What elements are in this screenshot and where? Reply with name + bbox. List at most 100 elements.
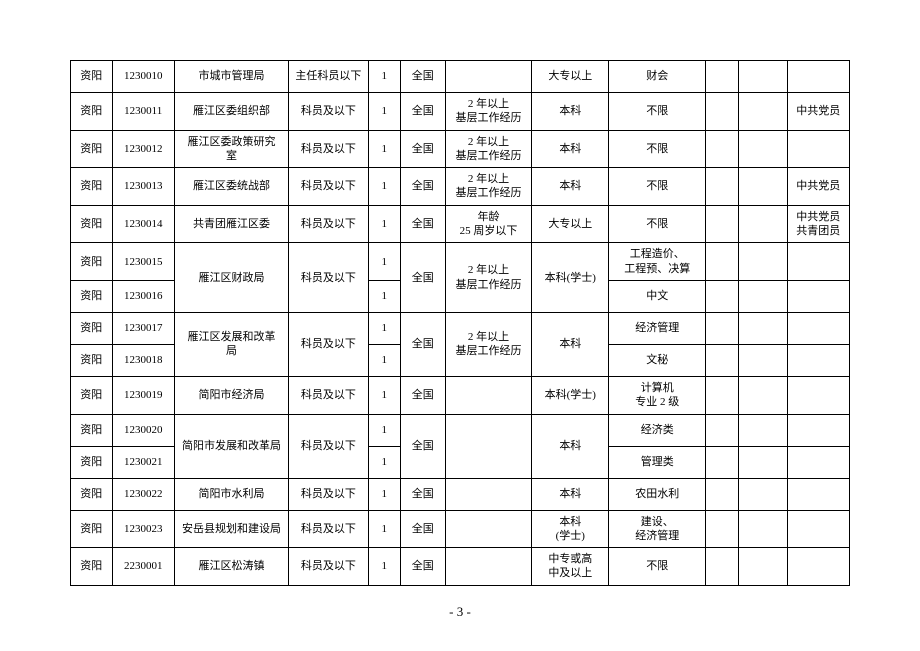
table-cell [706, 478, 739, 510]
table-cell [739, 446, 787, 478]
table-cell: 资阳 [71, 61, 113, 93]
table-cell [739, 168, 787, 206]
table-cell: 科员及以下 [289, 205, 369, 243]
table-cell [706, 130, 739, 168]
table-row: 资阳1230012雁江区委政策研究室科员及以下1全国2 年以上基层工作经历本科不… [71, 130, 850, 168]
table-cell: 工程造价、工程预、决算 [609, 243, 706, 281]
table-cell [706, 344, 739, 376]
table-cell: 科员及以下 [289, 548, 369, 586]
table-cell: 科员及以下 [289, 243, 369, 313]
table-cell [739, 376, 787, 414]
table-cell [706, 205, 739, 243]
table-cell: 科员及以下 [289, 168, 369, 206]
table-cell [787, 130, 849, 168]
table-cell [739, 312, 787, 344]
table-cell: 本科 [532, 478, 609, 510]
table-cell: 全国 [400, 376, 445, 414]
table-cell: 资阳 [71, 280, 113, 312]
table-cell: 1230023 [112, 510, 174, 548]
table-cell [787, 243, 849, 281]
table-cell: 全国 [400, 312, 445, 376]
table-cell: 本科(学士) [532, 510, 609, 548]
table-cell: 1 [368, 168, 400, 206]
table-cell: 简阳市水利局 [174, 478, 288, 510]
table-cell: 资阳 [71, 376, 113, 414]
table-cell: 1230016 [112, 280, 174, 312]
table-cell: 雁江区财政局 [174, 243, 288, 313]
table-cell: 1 [368, 93, 400, 131]
table-cell [787, 414, 849, 446]
table-cell: 全国 [400, 168, 445, 206]
table-cell: 科员及以下 [289, 376, 369, 414]
table-cell: 科员及以下 [289, 130, 369, 168]
table-cell: 资阳 [71, 478, 113, 510]
table-cell: 本科(学士) [532, 243, 609, 313]
table-cell: 资阳 [71, 510, 113, 548]
table-cell: 中共党员 [787, 93, 849, 131]
table-cell: 1 [368, 61, 400, 93]
table-cell: 2 年以上基层工作经历 [445, 168, 532, 206]
table-cell: 简阳市经济局 [174, 376, 288, 414]
table-row: 资阳1230010市城市管理局主任科员以下1全国大专以上财会 [71, 61, 850, 93]
table-row: 资阳1230015雁江区财政局科员及以下1全国2 年以上基层工作经历本科(学士)… [71, 243, 850, 281]
table-cell: 1230018 [112, 344, 174, 376]
table-cell [739, 280, 787, 312]
table-cell [739, 344, 787, 376]
table-cell: 中文 [609, 280, 706, 312]
table-cell: 1230013 [112, 168, 174, 206]
table-cell: 不限 [609, 130, 706, 168]
table-cell: 全国 [400, 548, 445, 586]
table-cell [739, 548, 787, 586]
page-number: - 3 - [70, 604, 850, 620]
table-cell [706, 312, 739, 344]
table-cell: 年龄25 周岁以下 [445, 205, 532, 243]
table-cell [706, 243, 739, 281]
table-cell: 农田水利 [609, 478, 706, 510]
table-cell: 1230010 [112, 61, 174, 93]
table-cell [445, 478, 532, 510]
table-cell [787, 312, 849, 344]
table-cell [445, 61, 532, 93]
table-cell [706, 510, 739, 548]
table-row: 资阳1230017雁江区发展和改革局科员及以下1全国2 年以上基层工作经历本科经… [71, 312, 850, 344]
table-cell [445, 414, 532, 478]
table-cell: 全国 [400, 61, 445, 93]
table-cell [706, 61, 739, 93]
table-cell: 1230014 [112, 205, 174, 243]
table-cell: 全国 [400, 414, 445, 478]
table-cell: 2 年以上基层工作经历 [445, 312, 532, 376]
table-cell: 1 [368, 205, 400, 243]
table-cell: 2230001 [112, 548, 174, 586]
table-cell: 安岳县规划和建设局 [174, 510, 288, 548]
table-cell [787, 478, 849, 510]
table-cell: 资阳 [71, 130, 113, 168]
table-cell [739, 414, 787, 446]
table-row: 资阳2230001雁江区松涛镇科员及以下1全国中专或高中及以上不限 [71, 548, 850, 586]
table-cell: 财会 [609, 61, 706, 93]
table-cell: 不限 [609, 205, 706, 243]
table-cell: 1230022 [112, 478, 174, 510]
table-cell: 全国 [400, 205, 445, 243]
table-cell: 全国 [400, 93, 445, 131]
table-cell: 1 [368, 510, 400, 548]
table-cell: 1230011 [112, 93, 174, 131]
table-cell: 经济类 [609, 414, 706, 446]
table-cell [739, 243, 787, 281]
table-cell: 1230019 [112, 376, 174, 414]
table-row: 资阳1230023安岳县规划和建设局科员及以下1全国本科(学士)建设、经济管理 [71, 510, 850, 548]
table-cell: 1230012 [112, 130, 174, 168]
table-cell: 本科 [532, 168, 609, 206]
table-cell [706, 548, 739, 586]
table-cell [787, 446, 849, 478]
table-cell: 雁江区委统战部 [174, 168, 288, 206]
table-cell: 资阳 [71, 205, 113, 243]
table-cell [787, 376, 849, 414]
table-cell [787, 344, 849, 376]
table-cell: 1230017 [112, 312, 174, 344]
table-cell: 全国 [400, 478, 445, 510]
table-cell: 资阳 [71, 446, 113, 478]
table-cell: 文秘 [609, 344, 706, 376]
table-cell [706, 93, 739, 131]
table-cell: 1 [368, 376, 400, 414]
table-cell: 主任科员以下 [289, 61, 369, 93]
